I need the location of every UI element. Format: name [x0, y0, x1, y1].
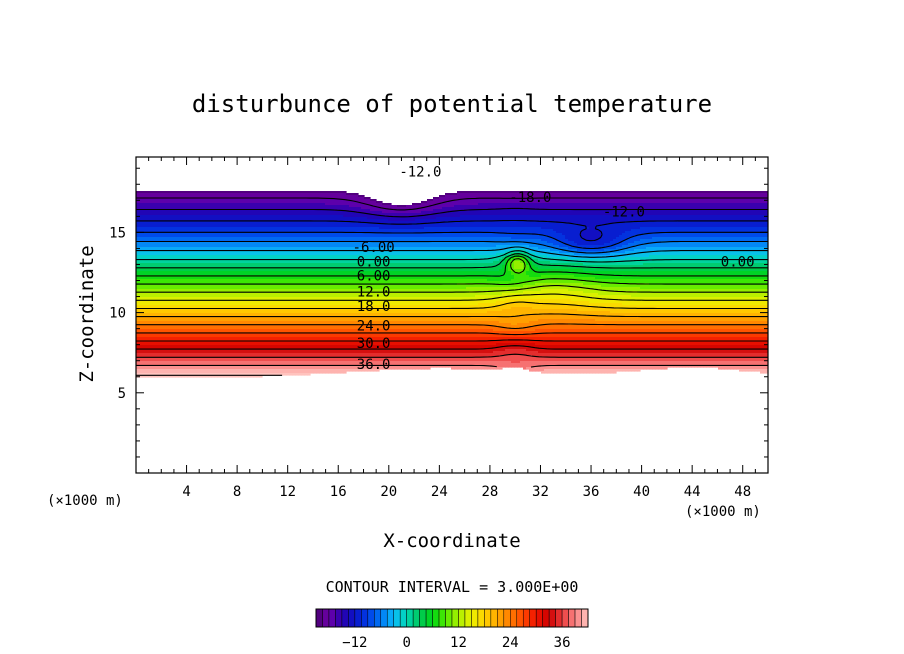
plot-area: -12.0-18.0-12.0-6.000.00 0.006.0012.018.0… — [136, 157, 770, 473]
contour-figure: disturbunce of potential temperature -12… — [0, 0, 904, 654]
chart-title: disturbunce of potential temperature — [192, 90, 712, 118]
